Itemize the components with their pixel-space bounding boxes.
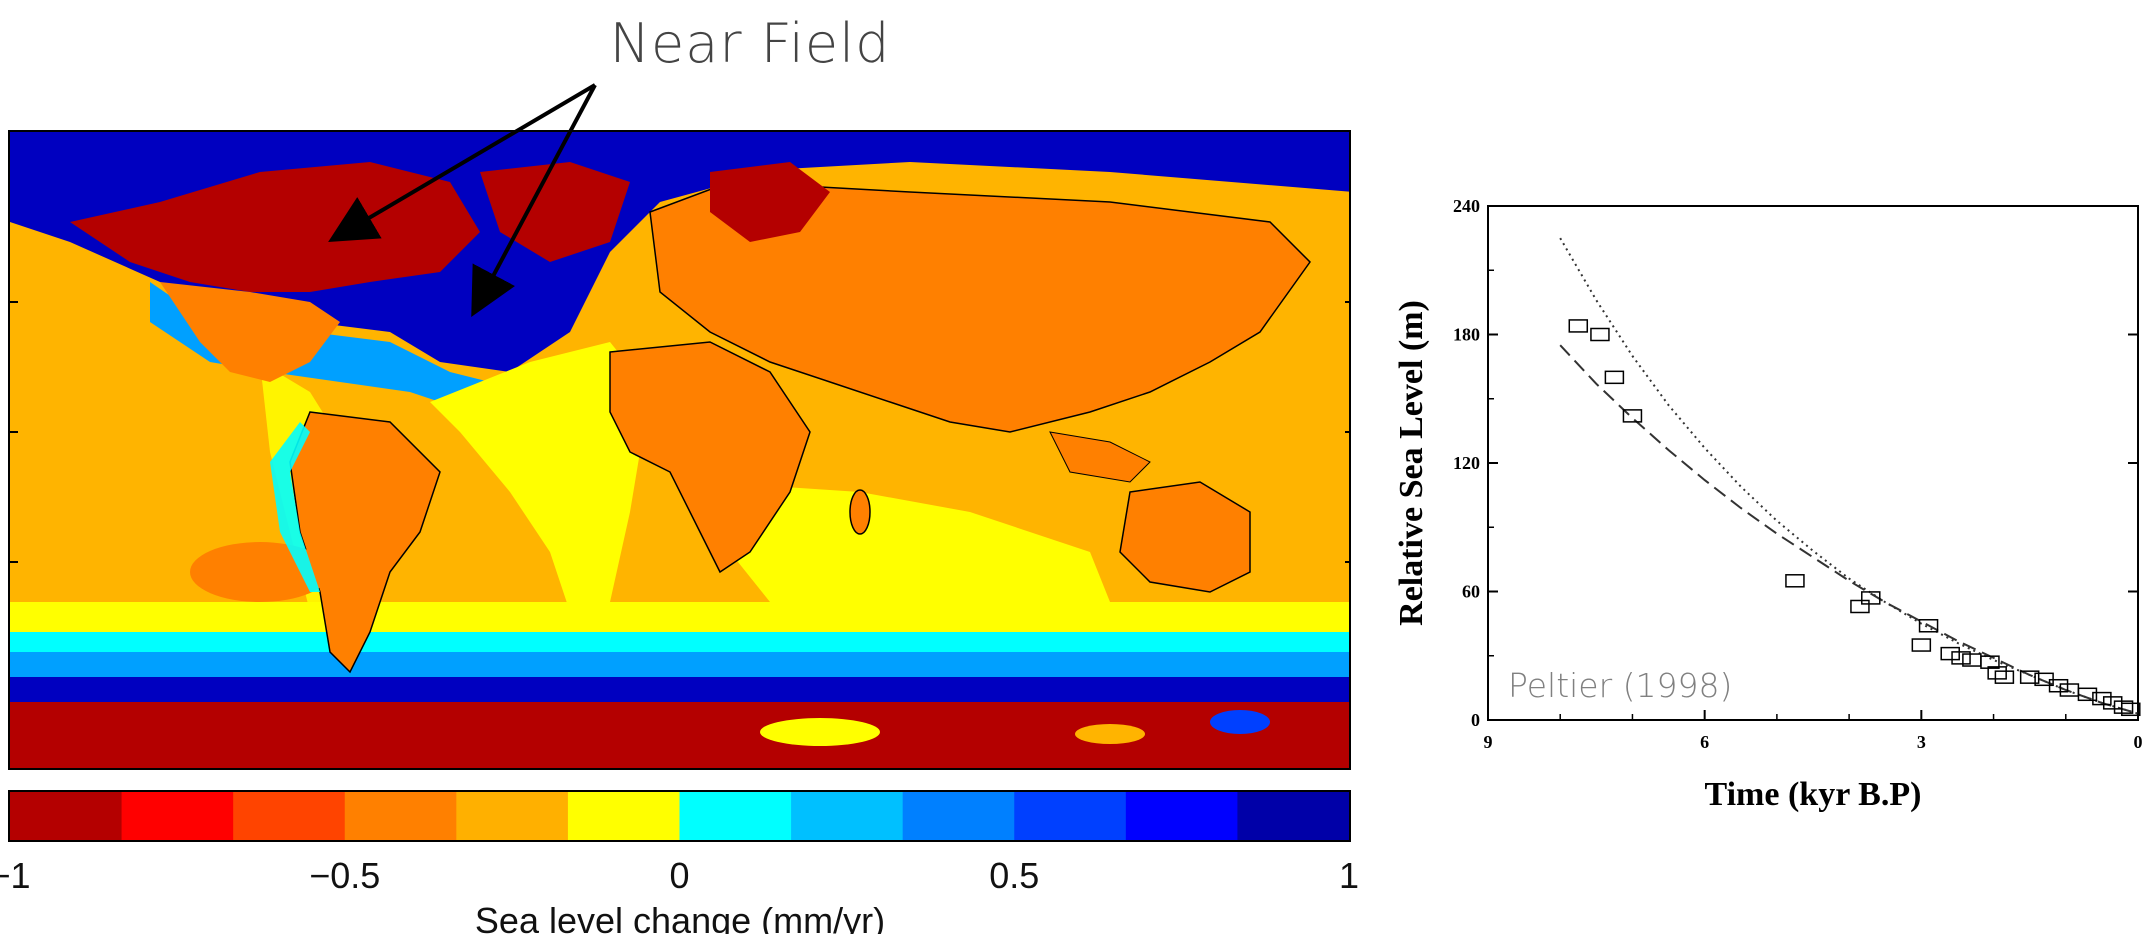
colorbar-segment (456, 792, 569, 840)
observation-marker (1980, 655, 2000, 669)
colorbar-label: Sea level change (mm/yr) (475, 900, 885, 934)
observation-marker (2048, 678, 2069, 693)
map-north-america (70, 162, 480, 292)
x-axis-label: Time (kyr B.P) (1705, 776, 1922, 813)
colorbar-segment (10, 792, 123, 840)
observation-marker (1861, 591, 1881, 605)
observation-marker (2019, 670, 2040, 684)
series-line-dotted (1559, 237, 2139, 715)
y-tick-label: 240 (1453, 196, 1480, 216)
observation-marker (1568, 319, 1589, 333)
x-tick-label: 3 (1917, 732, 1926, 752)
colorbar-svg (10, 792, 1349, 840)
map-se-asia-islands (1049, 431, 1151, 483)
colorbar-segment (344, 792, 457, 840)
colorbar-segment (567, 792, 681, 840)
map-scandinavia (710, 162, 830, 242)
colorbar-labels: −1 −0.5 0 0.5 1 Sea level change (mm/yr) (0, 855, 1359, 934)
series-line-dashed (1559, 344, 2139, 715)
x-tick-label: 0 (2134, 732, 2143, 752)
observation-marker (2092, 691, 2112, 706)
observation-marker (1911, 638, 1932, 652)
colorbar-segment (121, 792, 234, 840)
x-tick-label: 9 (1484, 732, 1493, 752)
colorbar (8, 790, 1351, 842)
map-africa (609, 341, 811, 574)
colorbar-tick-label: −0.5 (309, 855, 380, 896)
near-field-annotation: Near Field (609, 12, 891, 75)
map-south-america (289, 411, 441, 674)
map-coastal-halo (270, 422, 320, 592)
observation-marker (2113, 700, 2134, 714)
map-antarctic-anomaly-1 (760, 718, 880, 746)
map-antarctic-anomaly-2 (1075, 724, 1145, 744)
map-north-america-orange (160, 282, 340, 382)
colorbar-segment (1125, 792, 1239, 840)
observation-marker (1987, 666, 2007, 680)
map-ticks (10, 301, 1349, 563)
colorbar-tick-label: −1 (0, 855, 31, 896)
colorbar-segment (791, 792, 904, 840)
observation-marker (1785, 574, 1805, 588)
y-tick-label: 0 (1471, 710, 1480, 730)
observation-marker (2121, 702, 2141, 717)
map-madagascar (849, 489, 871, 535)
colorbar-tick-label: 1 (1339, 855, 1359, 896)
y-tick-label: 180 (1453, 325, 1480, 345)
y-tick-label: 120 (1453, 453, 1480, 473)
peltier-annotation: Peltier (1998) (1508, 666, 1732, 705)
sea-level-map (8, 130, 1351, 770)
colorbar-segment (902, 792, 1015, 840)
observation-marker (1918, 619, 1939, 633)
map-canvas (10, 132, 1349, 768)
observation-marker (2059, 683, 2080, 697)
map-arctic-east (670, 132, 1349, 192)
map-eurasia (649, 181, 1311, 433)
colorbar-segment (233, 792, 346, 840)
observation-marker (1850, 599, 1870, 614)
colorbar-tick-label: 0 (669, 855, 689, 896)
colorbar-segment (679, 792, 792, 840)
observation-marker (1994, 670, 2015, 684)
x-tick-label: 6 (1700, 732, 1709, 752)
observation-marker (1622, 409, 1643, 423)
arrow-to-atlantic (471, 84, 597, 318)
observation-marker (1951, 651, 1971, 665)
map-australia (1119, 481, 1251, 593)
observation-marker (1940, 646, 1960, 661)
plot-frame (1487, 205, 2139, 721)
y-tick-label: 60 (1462, 582, 1480, 602)
map-antarctic-anomaly-3 (1210, 710, 1270, 734)
observation-marker (1604, 370, 1625, 385)
observation-marker (1590, 327, 1610, 342)
y-axis-label: Relative Sea Level (m) (1393, 300, 1430, 626)
observation-marker (2077, 687, 2098, 702)
colorbar-segment (1237, 792, 1349, 840)
map-indian-yellow (710, 482, 1110, 612)
colorbar-tick-label: 0.5 (989, 855, 1039, 896)
map-greenland (480, 162, 630, 262)
rsl-chart: 0 60 120 180 240 9 6 3 0 Peltier (1998) Time (kyr … (1393, 196, 2143, 813)
arrow-to-north-america (328, 83, 597, 243)
map-atlantic-yellow (430, 342, 650, 612)
colorbar-segment (1014, 792, 1127, 840)
